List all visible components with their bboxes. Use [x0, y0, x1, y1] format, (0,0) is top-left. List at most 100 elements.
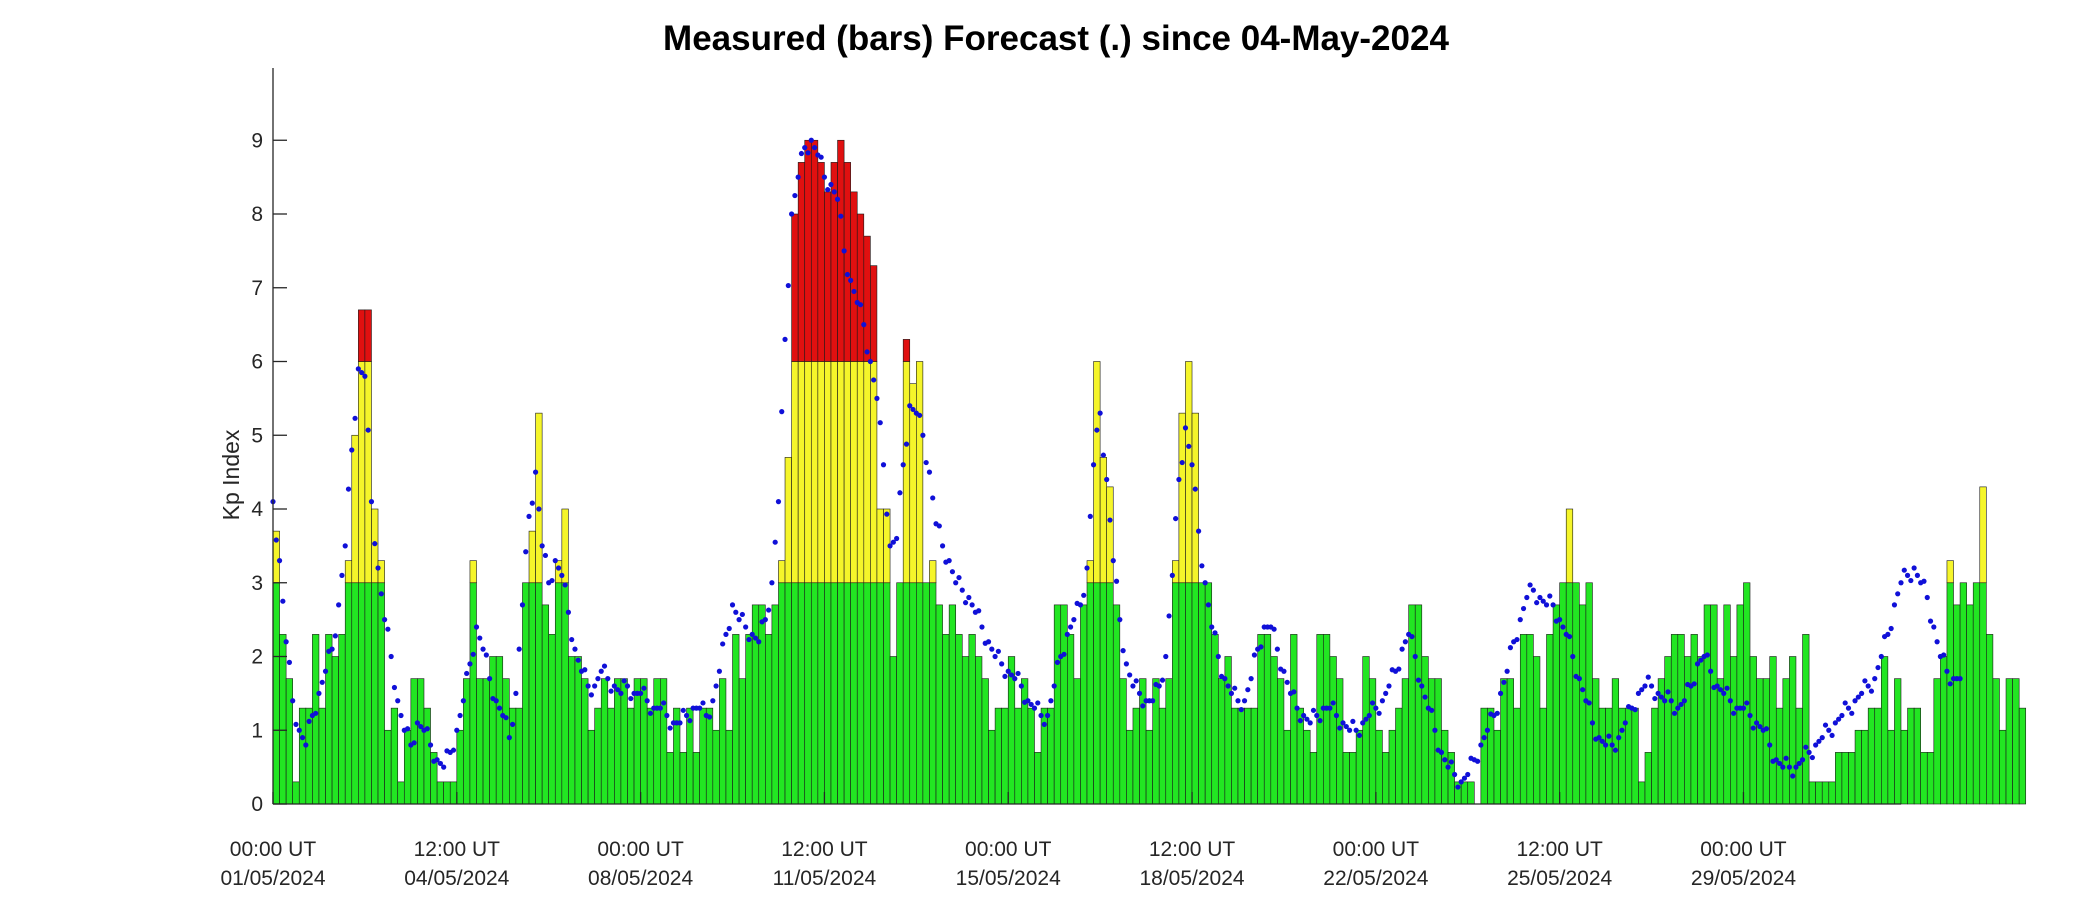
kp-bar-segment [856, 582, 865, 805]
forecast-point [454, 727, 460, 733]
kp-bar-segment [325, 634, 333, 805]
kp-bar [1926, 752, 1935, 805]
kp-bar [1907, 707, 1915, 805]
kp-bar [1585, 582, 1593, 805]
kp-bar [1099, 457, 1107, 805]
forecast-point [506, 735, 512, 741]
kp-bar-segment [1414, 604, 1423, 805]
forecast-point [1202, 580, 1208, 586]
kp-bar-segment [1099, 457, 1107, 584]
kp-bar [1506, 678, 1514, 805]
forecast-point [1904, 572, 1911, 578]
kp-bar [1034, 752, 1042, 805]
forecast-point [680, 707, 686, 713]
kp-bar [574, 656, 582, 805]
forecast-point [992, 653, 998, 660]
forecast-point [519, 602, 526, 608]
kp-bar-segment [285, 678, 293, 805]
kp-bar [1684, 656, 1692, 805]
kp-bar-segment [279, 634, 287, 805]
forecast-point [1780, 764, 1786, 770]
kp-bar [1421, 656, 1429, 805]
forecast-point [683, 712, 690, 719]
kp-bar-segment [535, 582, 543, 805]
kp-bar [1913, 707, 1921, 805]
kp-bar-segment [1099, 582, 1107, 805]
forecast-point [1497, 690, 1504, 696]
forecast-point [605, 676, 611, 682]
kp-bar [968, 634, 976, 805]
kp-bar-segment [1493, 729, 1501, 805]
kp-bar-segment [1395, 707, 1403, 805]
kp-bar [528, 530, 536, 805]
kp-bar-segment [318, 707, 326, 805]
forecast-point [1530, 587, 1536, 593]
kp-bar [1723, 604, 1731, 805]
forecast-point [772, 539, 778, 545]
kp-bar-segment [1277, 678, 1285, 805]
kp-bar-segment [1848, 752, 1856, 805]
forecast-point [526, 513, 532, 519]
forecast-point [532, 469, 539, 475]
forecast-point [1947, 681, 1953, 687]
kp-bar [1158, 707, 1167, 805]
forecast-point [838, 213, 844, 219]
forecast-point [667, 725, 673, 731]
y-tick-label: 6 [251, 351, 263, 374]
forecast-point [382, 617, 388, 623]
x-tick-date: 01/05/2024 [220, 867, 325, 890]
kp-bar-segment [942, 634, 950, 805]
kp-bar [423, 707, 431, 805]
kp-bar-segment [725, 729, 733, 805]
kp-bar-segment [1697, 656, 1705, 805]
kp-bar-segment [1198, 582, 1206, 805]
forecast-point [766, 607, 772, 613]
forecast-point [1596, 735, 1602, 741]
kp-bar-segment [870, 265, 878, 362]
forecast-point [1767, 742, 1773, 748]
forecast-point [1314, 712, 1320, 719]
forecast-point [1849, 710, 1855, 716]
kp-bar [1277, 678, 1285, 805]
kp-bar [850, 191, 858, 805]
forecast-point [592, 683, 598, 689]
forecast-point [903, 441, 910, 447]
kp-bar-segment [1388, 729, 1396, 805]
forecast-point [1274, 646, 1280, 652]
forecast-point [1740, 705, 1747, 711]
kp-bar-segment [456, 729, 464, 805]
kp-bar-segment [797, 582, 806, 805]
kp-bar [2005, 678, 2013, 805]
kp-bar-segment [2018, 707, 2027, 805]
kp-bar-segment [1323, 634, 1331, 805]
kp-bar-segment [797, 361, 806, 584]
forecast-point [569, 636, 575, 643]
kp-bar [568, 656, 576, 805]
forecast-point [1868, 688, 1875, 694]
forecast-point [1294, 705, 1300, 711]
kp-bar-segment [1513, 707, 1521, 805]
forecast-point [864, 349, 870, 355]
forecast-point [1077, 602, 1084, 608]
kp-bar-segment [423, 707, 431, 805]
forecast-point [523, 549, 529, 555]
kp-bar-segment [1854, 729, 1862, 805]
forecast-point [1340, 720, 1346, 726]
forecast-point [1520, 605, 1527, 612]
kp-bar-segment [1756, 678, 1764, 805]
kp-bar [909, 383, 917, 805]
kp-bar-segment [1926, 752, 1935, 805]
forecast-point [1862, 678, 1868, 684]
kp-bar-segment [351, 582, 359, 805]
y-tick-label: 2 [251, 646, 263, 669]
kp-bar-segment [778, 582, 786, 805]
kp-bar-segment [1835, 752, 1843, 805]
kp-bar-segment [1336, 678, 1344, 805]
kp-bar [312, 634, 320, 805]
kp-bar-segment [1178, 582, 1186, 805]
kp-bar-segment [745, 634, 753, 805]
forecast-point [362, 373, 368, 379]
forecast-point [1878, 653, 1884, 660]
kp-bar [1172, 560, 1180, 805]
forecast-point [313, 710, 319, 716]
